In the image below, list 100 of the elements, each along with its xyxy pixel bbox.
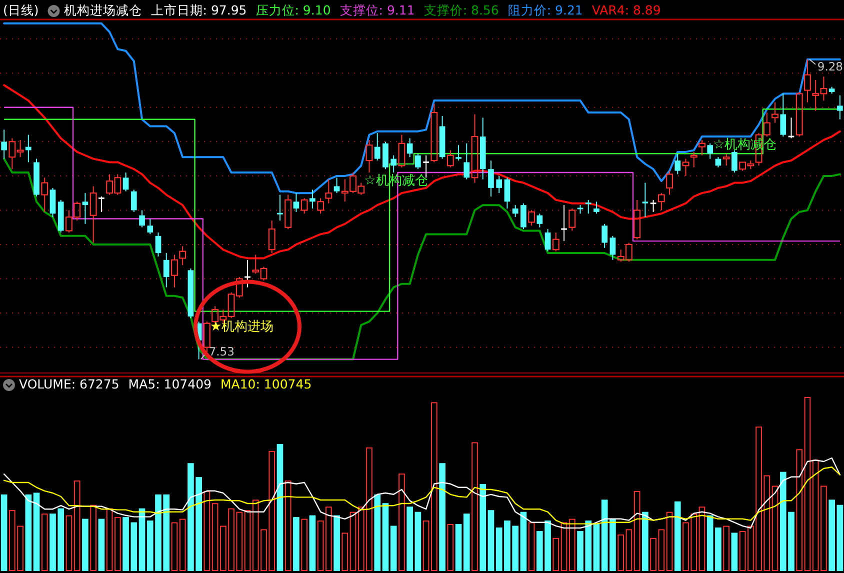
bar xyxy=(731,532,738,571)
annotation: ★机构进场 xyxy=(210,319,274,334)
candlestick xyxy=(594,201,600,214)
bar xyxy=(171,522,178,571)
bar xyxy=(634,490,640,571)
candlestick xyxy=(707,142,714,160)
bar xyxy=(552,538,560,571)
bar xyxy=(114,517,121,571)
text: VOLUME: 67275 xyxy=(19,376,120,392)
bar xyxy=(82,518,88,571)
bar xyxy=(342,532,348,571)
bar xyxy=(334,515,340,571)
candlestick xyxy=(650,199,657,212)
bar xyxy=(698,506,706,571)
bar xyxy=(212,503,218,571)
bar xyxy=(723,526,730,571)
candlestick xyxy=(642,182,648,218)
bar xyxy=(836,504,844,571)
candlestick xyxy=(464,142,470,180)
candlestick xyxy=(732,150,738,174)
bar xyxy=(204,490,210,571)
bar xyxy=(480,484,486,571)
bar xyxy=(414,512,422,571)
bar xyxy=(796,449,803,571)
bar xyxy=(326,506,332,571)
candlestick xyxy=(674,153,681,175)
chart-subtitle: 机构进场减仓 xyxy=(64,2,142,18)
bar xyxy=(25,494,32,571)
bar xyxy=(33,492,40,571)
bar xyxy=(593,524,600,571)
bar xyxy=(41,514,48,571)
bar xyxy=(422,520,430,571)
candlestick xyxy=(471,114,478,184)
bar xyxy=(804,397,811,571)
bar xyxy=(828,500,835,571)
candlestick xyxy=(244,259,252,288)
annotation: 9.28 xyxy=(817,60,843,74)
candlestick xyxy=(382,141,388,170)
bar xyxy=(455,524,462,571)
text: MA10: 100745 xyxy=(220,376,312,392)
candlestick xyxy=(122,172,129,192)
bar xyxy=(74,480,80,571)
candlestick xyxy=(50,187,56,218)
candlestick xyxy=(780,93,786,138)
bar xyxy=(568,518,576,571)
bar xyxy=(447,524,454,571)
candlestick xyxy=(90,186,97,244)
bar xyxy=(398,474,405,571)
candlestick xyxy=(584,199,592,214)
candlestick xyxy=(602,223,608,248)
bar xyxy=(284,480,292,571)
candlestick xyxy=(1,129,7,160)
bar xyxy=(472,442,478,571)
bar xyxy=(739,530,746,571)
candlestick xyxy=(82,192,88,224)
bar xyxy=(439,463,446,571)
bar xyxy=(488,510,494,571)
bar xyxy=(374,494,381,571)
candlestick xyxy=(512,204,518,218)
candlestick xyxy=(544,228,551,252)
bar xyxy=(138,508,146,571)
candlestick xyxy=(310,189,316,209)
bar xyxy=(98,518,105,571)
bar xyxy=(276,444,284,571)
bar xyxy=(317,520,324,571)
bar xyxy=(106,508,113,571)
candlestick xyxy=(163,252,170,288)
candlestick xyxy=(130,189,137,212)
bar xyxy=(293,517,300,571)
bar xyxy=(666,512,673,571)
bar xyxy=(66,515,72,571)
candlestick xyxy=(276,194,284,221)
bar xyxy=(772,486,778,571)
candlestick xyxy=(456,144,462,162)
candlestick xyxy=(139,210,145,228)
bar xyxy=(90,504,96,571)
bar xyxy=(382,503,389,571)
chart-title: (日线) xyxy=(3,2,39,18)
text: MA5: 107409 xyxy=(128,376,212,392)
candlestick xyxy=(520,202,526,230)
bar xyxy=(390,526,397,571)
bar xyxy=(244,510,251,571)
candlestick xyxy=(98,196,106,212)
text: 压力位: 9.10 xyxy=(256,2,331,18)
candlestick xyxy=(406,138,413,158)
candlestick xyxy=(837,94,843,120)
candlestick xyxy=(293,192,300,212)
text: 上市日期: 97.95 xyxy=(150,2,247,18)
bar xyxy=(179,518,186,571)
bar xyxy=(560,522,568,571)
text: 支撑位: 9.11 xyxy=(340,2,415,18)
bar xyxy=(642,512,648,571)
candlestick xyxy=(179,246,186,266)
annotation: 7.53 xyxy=(208,344,234,358)
candlestick xyxy=(788,117,795,139)
bar xyxy=(0,494,8,571)
bar xyxy=(618,534,624,571)
candlestick xyxy=(415,153,421,170)
candlestick xyxy=(390,154,397,174)
bar xyxy=(406,506,413,571)
